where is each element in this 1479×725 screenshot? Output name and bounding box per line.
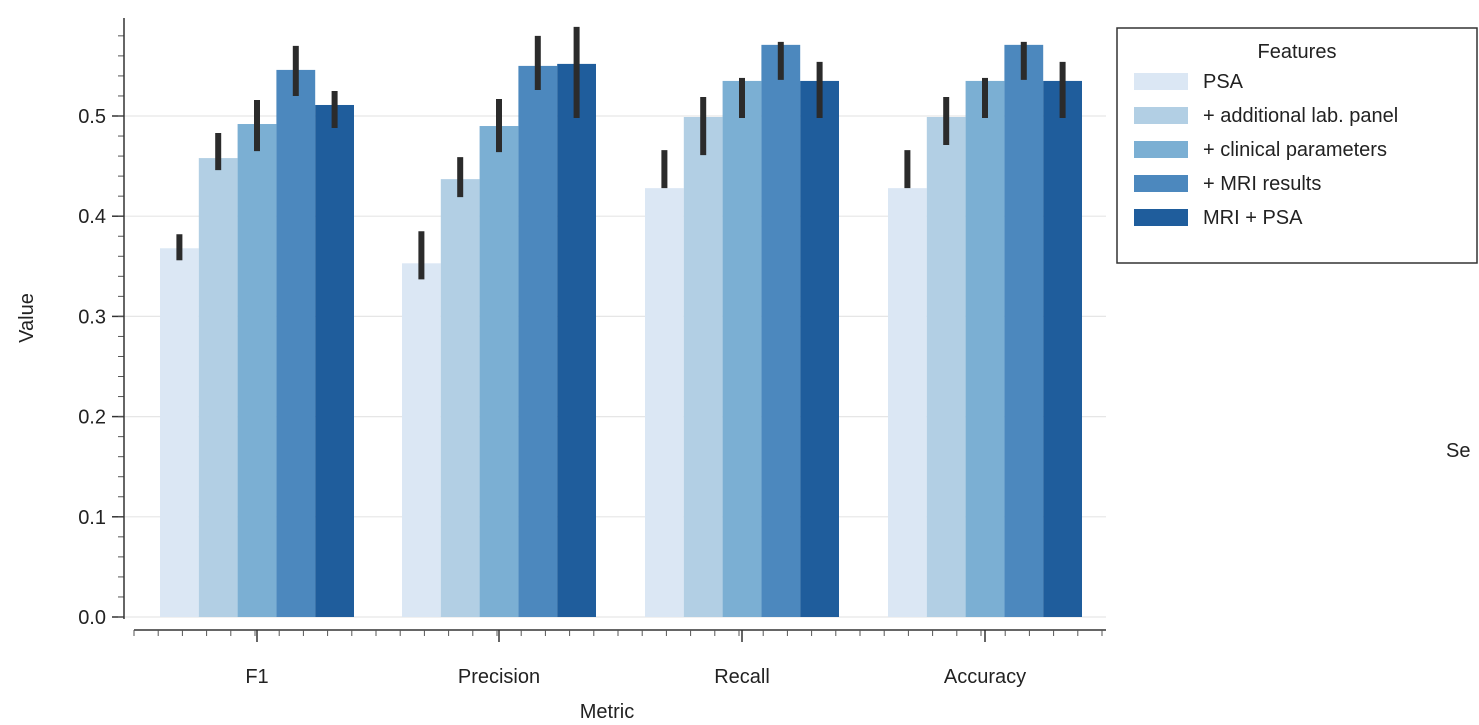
bar (888, 188, 927, 618)
bar (518, 65, 558, 617)
legend-swatch (1134, 107, 1188, 124)
y-axis-label: Value (16, 293, 38, 343)
x-tick-label: Accuracy (944, 666, 1026, 688)
legend-swatch (1134, 175, 1188, 192)
legend-swatch (1134, 141, 1188, 158)
legend-swatch (1134, 73, 1188, 90)
y-tick-label: 0.0 (78, 607, 106, 629)
bar (761, 44, 801, 617)
x-axis-label: Metric (580, 701, 634, 723)
legend-swatch (1134, 209, 1188, 226)
x-tick-label: F1 (245, 666, 268, 688)
legend-label: PSA (1203, 71, 1244, 93)
y-tick-label: 0.2 (78, 407, 106, 429)
y-tick-label: 0.1 (78, 507, 106, 529)
legend-label: MRI + PSA (1203, 207, 1303, 229)
y-tick-label: 0.5 (78, 106, 106, 128)
x-tick-label: Recall (714, 666, 770, 688)
bar (557, 63, 596, 618)
bar (722, 80, 762, 618)
bar (800, 80, 839, 618)
bar (160, 248, 199, 617)
legend-title: Features (1258, 41, 1337, 63)
x-tick-label: Precision (458, 666, 540, 688)
bar (276, 69, 316, 617)
bars (160, 44, 1082, 618)
bar (926, 117, 966, 617)
legend-label: + clinical parameters (1203, 139, 1387, 161)
bar (1043, 80, 1082, 618)
legend-label: + additional lab. panel (1203, 105, 1398, 127)
bar (198, 158, 238, 618)
bar (402, 263, 441, 617)
legend: Features PSA + additional lab. panel + cli… (1116, 27, 1478, 264)
bar (1004, 44, 1044, 617)
bar (645, 188, 684, 618)
bar (683, 117, 723, 617)
y-tick-label: 0.4 (78, 206, 106, 228)
axes: 0.0 0.1 0.2 0.3 0.4 0.5 F1 Precision Recall Accur… (78, 18, 1106, 688)
bar (440, 179, 480, 617)
bar (315, 104, 354, 617)
bar (965, 80, 1005, 618)
stray-text: Se (1446, 440, 1470, 462)
bar (479, 126, 519, 618)
error-bars (176, 26, 1066, 280)
y-tick-label: 0.3 (78, 306, 106, 328)
bar (237, 124, 277, 618)
legend-label: + MRI results (1203, 173, 1321, 195)
